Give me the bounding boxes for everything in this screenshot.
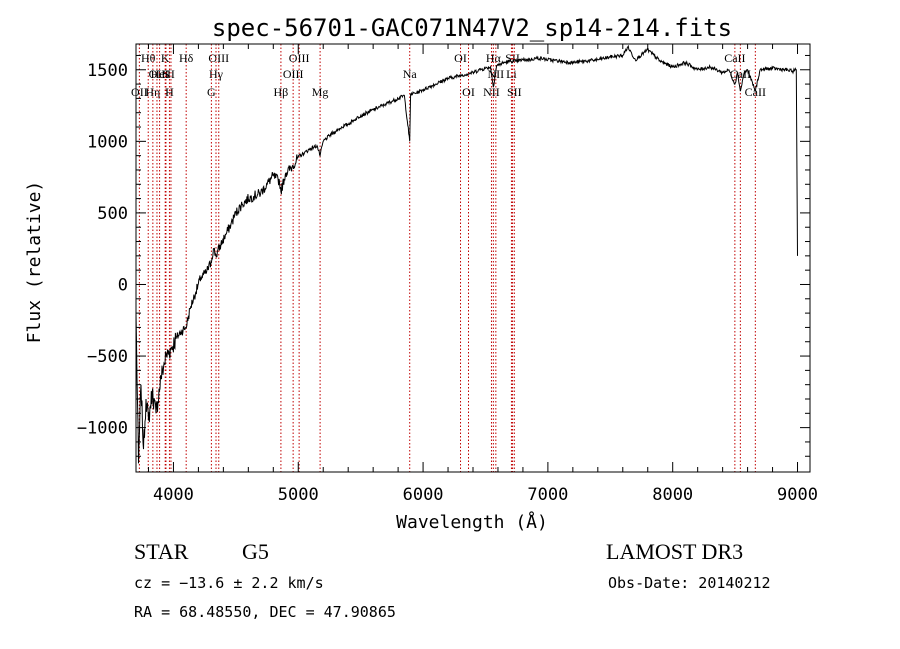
line-marker-label: OI (462, 85, 475, 99)
y-tick-label: 1500 (87, 61, 128, 81)
y-tick-label: 500 (97, 204, 128, 224)
spectrum-layer (135, 44, 798, 464)
x-tick-label: 6000 (403, 485, 444, 505)
line-marker-label: G (207, 85, 216, 99)
axis-ticks: 4000 5000 6000 7000 8000 9000 −1000 −500 0 500 100… (77, 44, 818, 505)
y-tick-label: 1000 (87, 132, 128, 152)
line-marker-label: Na (403, 67, 418, 81)
spectrum-line (135, 44, 798, 464)
x-tick-label: 9000 (777, 485, 818, 505)
chart-title: spec-56701-GAC071N47V2_sp14-214.fits (212, 14, 732, 42)
line-marker-label: OI (454, 51, 467, 65)
x-tick-label: 4000 (153, 485, 194, 505)
line-marker-label: Hθ (141, 51, 156, 65)
line-marker-label: Hα (486, 51, 502, 65)
x-tick-label: 8000 (652, 485, 693, 505)
line-marker-label: II (167, 67, 175, 81)
y-tick-label: 0 (118, 275, 128, 295)
line-marker-label: OII (131, 85, 148, 99)
x-axis-label: Wavelength (Å) (396, 511, 548, 533)
y-tick-label: −500 (87, 347, 128, 367)
plot-frame (135, 43, 811, 473)
line-marker-label: S (163, 67, 170, 81)
line-marker-label: Hδ (179, 51, 194, 65)
line-marker-label: OII (149, 67, 166, 81)
object-class: STAR (134, 539, 189, 564)
y-tick-label: −1000 (77, 419, 128, 439)
line-marker-label: Hβ (274, 85, 289, 99)
line-marker-label: OIII (208, 51, 229, 65)
line-marker-label: HeI (151, 67, 169, 81)
y-axis-label: Flux (relative) (24, 181, 45, 344)
survey-name: LAMOST DR3 (606, 539, 744, 564)
x-tick-label: 7000 (527, 485, 568, 505)
line-marker-label: Mg (312, 85, 329, 99)
line-marker-label: Hη (145, 85, 160, 99)
sky-coordinates: RA = 68.48550, DEC = 47.90865 (134, 603, 396, 621)
line-marker-label: H (165, 85, 174, 99)
line-marker-label: CaII (745, 85, 766, 99)
line-marker-label: CaII (724, 51, 745, 65)
line-marker-label: OIII (283, 67, 304, 81)
line-marker-label: Li (506, 67, 517, 81)
line-marker-label: K (161, 51, 170, 65)
line-marker-label: Hγ (209, 67, 224, 81)
observation-date: Obs-Date: 20140212 (608, 574, 771, 592)
object-subclass: G5 (242, 539, 269, 564)
line-marker-label: NII (483, 85, 500, 99)
line-marker-label: SII (507, 85, 522, 99)
redshift-text: cz = −13.6 ± 2.2 km/s (134, 574, 324, 592)
line-marker-label: OIII (289, 51, 310, 65)
x-tick-label: 5000 (278, 485, 319, 505)
